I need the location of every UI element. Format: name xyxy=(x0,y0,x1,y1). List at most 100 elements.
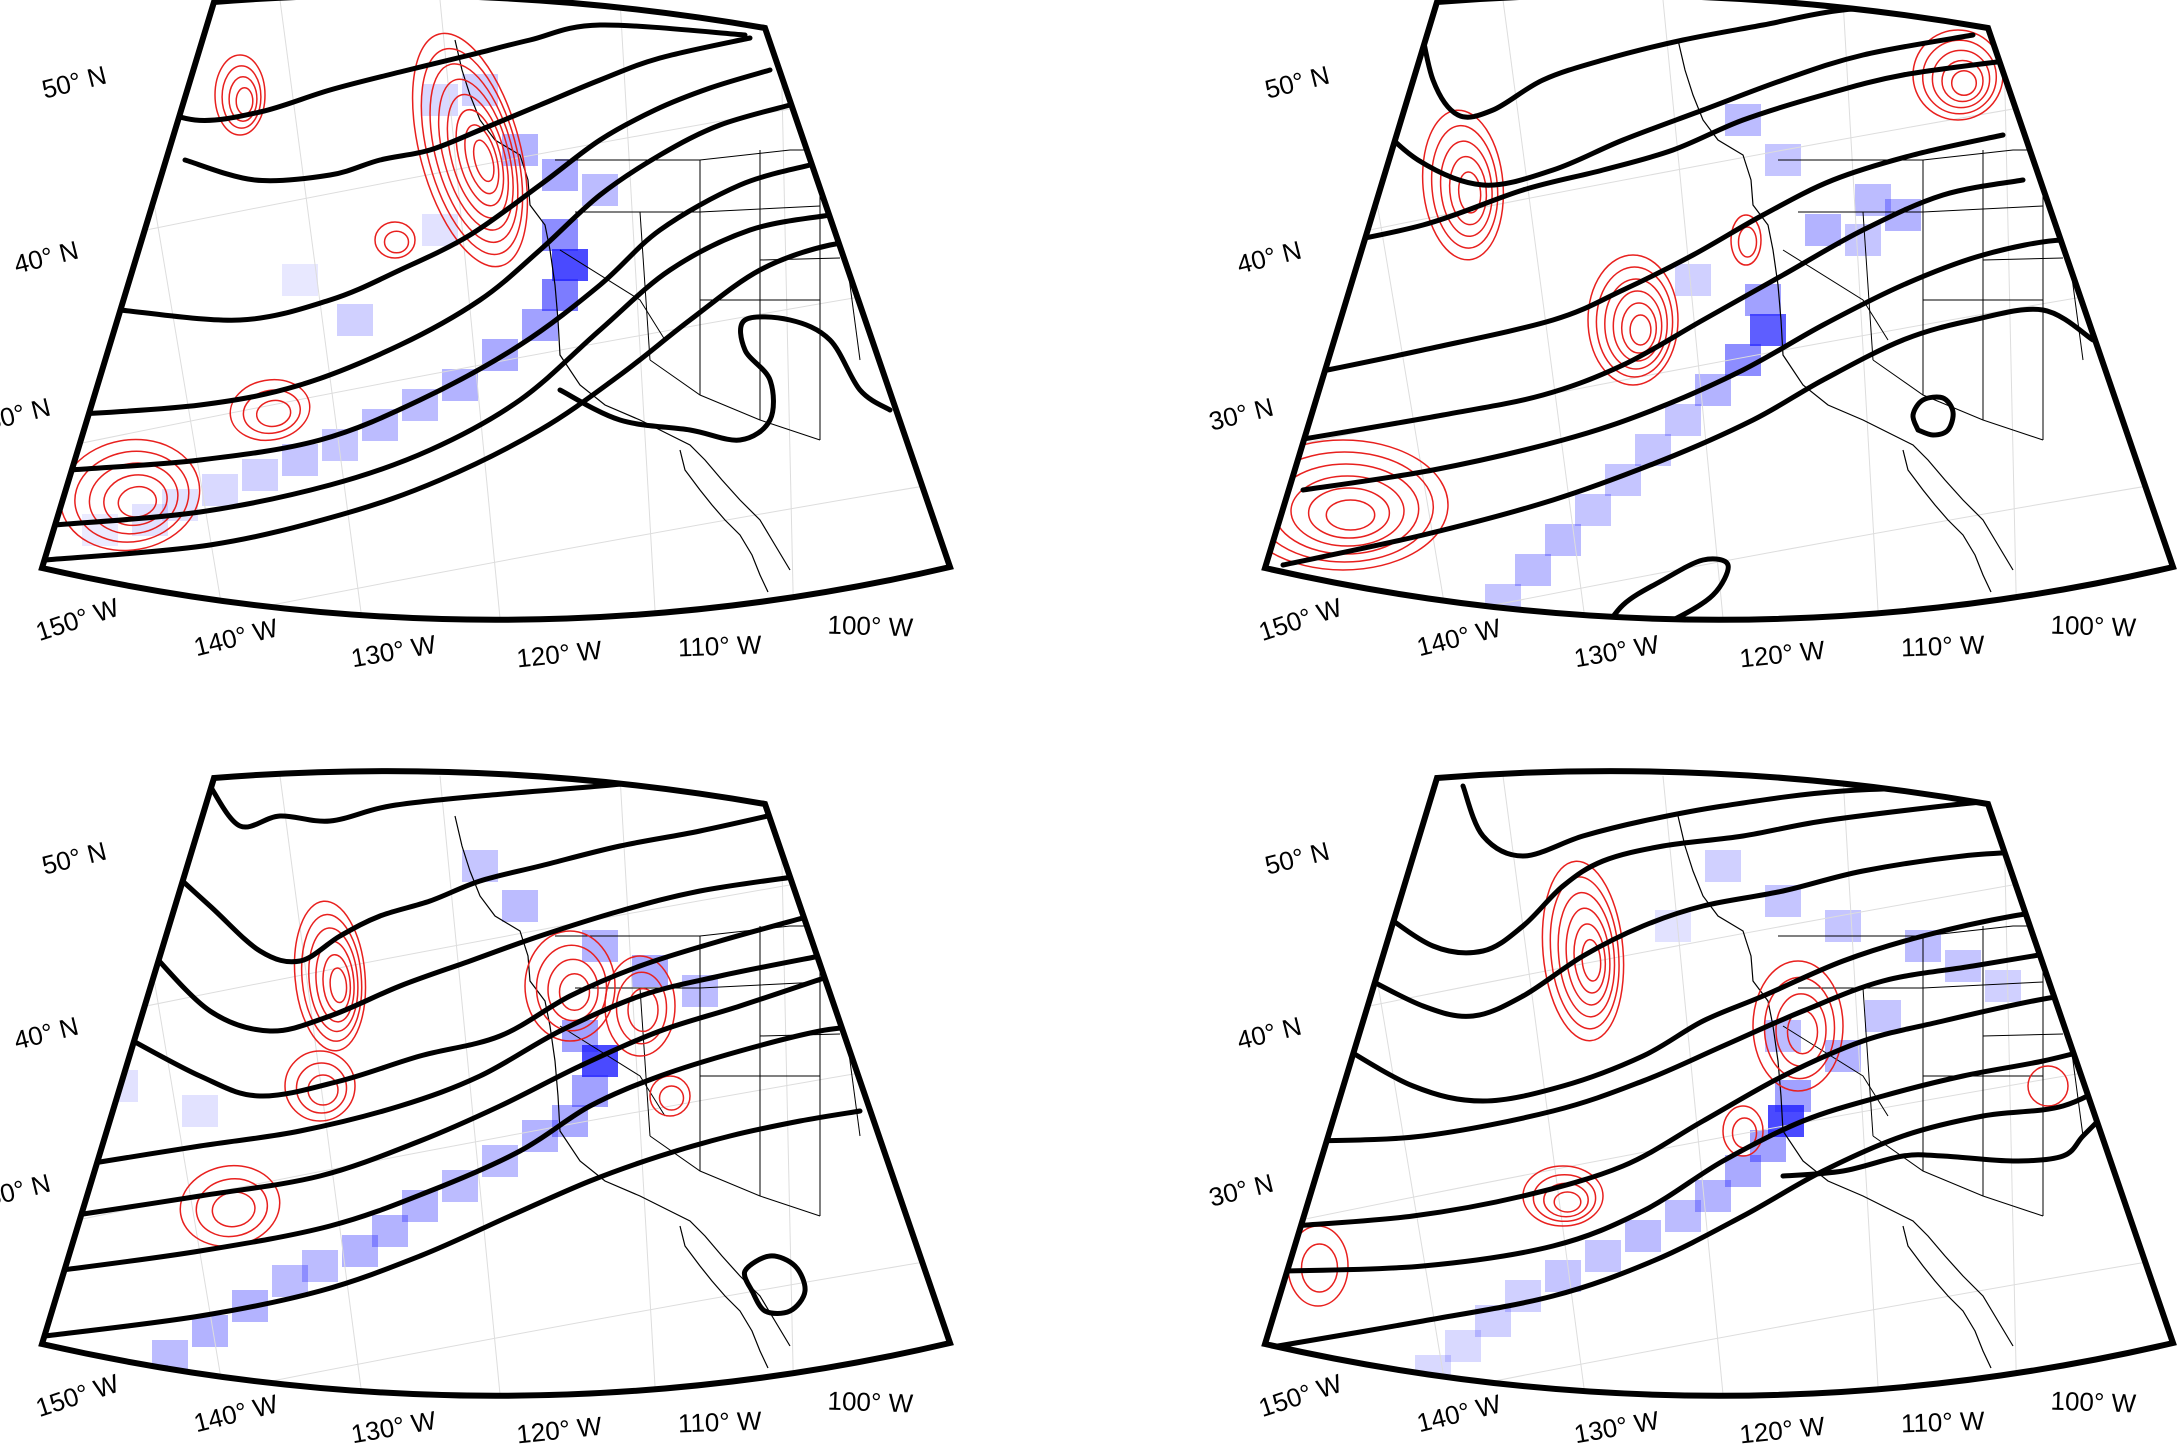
height-contour xyxy=(557,314,893,443)
shading-cell xyxy=(182,1095,218,1127)
state-border xyxy=(1862,211,1874,361)
longitude-line xyxy=(1342,775,1458,1396)
shading-cell xyxy=(302,1250,338,1282)
longitude-label: 130° W xyxy=(1572,1405,1662,1449)
latitude-label: 50° N xyxy=(39,60,110,105)
red-contour xyxy=(255,399,292,428)
shading-cell xyxy=(1445,1330,1481,1362)
red-contour xyxy=(1730,214,1762,266)
red-contour xyxy=(658,1085,685,1111)
height-contour xyxy=(147,873,803,1034)
height-contour xyxy=(67,162,813,473)
state-border xyxy=(559,1025,666,1117)
shading-cell xyxy=(1745,284,1781,316)
height-contour xyxy=(1780,1113,2106,1179)
map-panel-3: 50° N 40° N 30° N 150° W 140° W 130° W 120° W 1… xyxy=(0,768,954,1449)
height-contour xyxy=(42,1108,863,1339)
state-border xyxy=(649,359,821,441)
red-contour xyxy=(74,450,190,543)
height-contour xyxy=(741,1253,808,1316)
shading-cell xyxy=(272,1265,308,1297)
baja-coastline xyxy=(1902,1225,1992,1369)
longitude-label: 150° W xyxy=(1255,1368,1346,1423)
shading-cell xyxy=(242,459,278,491)
shading-cell xyxy=(1575,494,1611,526)
red-contour xyxy=(429,63,519,244)
red-contour xyxy=(1612,290,1663,362)
red-contour xyxy=(2027,1065,2069,1107)
height-contour xyxy=(1460,783,2006,859)
map-frame xyxy=(1261,0,2177,623)
red-contour xyxy=(1752,960,1844,1092)
longitude-label: 100° W xyxy=(2050,610,2137,643)
map-panel-2: 50° N 40° N 30° N 150° W 140° W 130° W 120° W 1… xyxy=(1206,0,2177,673)
red-contour xyxy=(329,967,348,1004)
coastline-and-borders xyxy=(454,39,861,593)
state-border xyxy=(639,211,651,361)
red-contour xyxy=(1553,1191,1582,1213)
height-contour xyxy=(1300,132,2006,378)
latitude-label: 50° N xyxy=(39,836,110,881)
latitude-label: 40° N xyxy=(11,235,82,280)
latitude-label: 50° N xyxy=(1262,836,1333,881)
longitude-line xyxy=(1842,0,1883,620)
map-content xyxy=(1265,0,2173,620)
height-contour xyxy=(1290,988,2096,1229)
longitude-label: 140° W xyxy=(191,612,282,662)
coastline xyxy=(454,39,791,571)
shading-cell xyxy=(1545,524,1581,556)
red-contour xyxy=(1325,499,1376,531)
latitude-label: 40° N xyxy=(1234,235,1305,280)
coastline-and-borders xyxy=(1677,815,2084,1369)
red-contours xyxy=(179,900,691,1248)
longitude-label: 130° W xyxy=(1572,629,1662,673)
red-contour xyxy=(1265,439,1449,571)
shading-cell xyxy=(192,1315,228,1347)
longitude-line xyxy=(1662,775,1730,1396)
shading-cell xyxy=(1545,1260,1581,1292)
red-contour xyxy=(472,139,495,183)
height-contours xyxy=(42,773,873,1339)
shading-cell xyxy=(372,1215,408,1247)
latitude-line xyxy=(42,1255,950,1396)
shading-cell xyxy=(1725,1155,1761,1187)
shading-cell xyxy=(282,264,318,296)
shading-cell xyxy=(1585,1240,1621,1272)
red-contour xyxy=(1532,1173,1597,1223)
height-contour xyxy=(207,773,703,830)
red-contour xyxy=(228,76,258,122)
height-contour xyxy=(117,67,773,323)
red-contour xyxy=(293,900,367,1052)
height-contour xyxy=(1300,237,2116,493)
shading-cell xyxy=(1985,970,2021,1002)
graticule xyxy=(1265,0,2173,620)
shading-cell xyxy=(1705,850,1741,882)
height-contour xyxy=(62,102,793,418)
coastline xyxy=(1677,815,2014,1347)
red-contour xyxy=(1950,69,1978,97)
height-contour xyxy=(132,22,748,123)
longitude-label: 120° W xyxy=(1738,1411,1827,1450)
red-contour xyxy=(1587,254,1679,386)
longitude-label: 150° W xyxy=(1255,592,1346,647)
height-contour xyxy=(152,808,793,965)
longitude-line xyxy=(1502,0,1594,620)
map-panel-4: 50° N 40° N 30° N 150° W 140° W 130° W 120° W 1… xyxy=(1206,768,2177,1450)
latitude-label: 30° N xyxy=(1206,1168,1277,1213)
red-contour xyxy=(1457,171,1482,214)
shading-cell xyxy=(422,84,458,116)
red-contours xyxy=(59,32,529,552)
baja-coastline xyxy=(679,449,769,593)
longitude-label: 110° W xyxy=(677,1406,762,1439)
longitude-label: 110° W xyxy=(1900,1406,1985,1439)
precipitation-shading xyxy=(1415,850,2021,1387)
map-frame xyxy=(38,0,954,623)
longitude-label: 130° W xyxy=(349,1405,439,1449)
red-contour xyxy=(221,65,262,129)
longitude-label: 140° W xyxy=(1414,612,1505,662)
latitude-label: 30° N xyxy=(1206,392,1277,437)
red-contour xyxy=(1620,302,1658,354)
latitude-line xyxy=(42,1055,950,1237)
shading-cell xyxy=(1665,404,1701,436)
longitude-line xyxy=(1842,775,1883,1396)
